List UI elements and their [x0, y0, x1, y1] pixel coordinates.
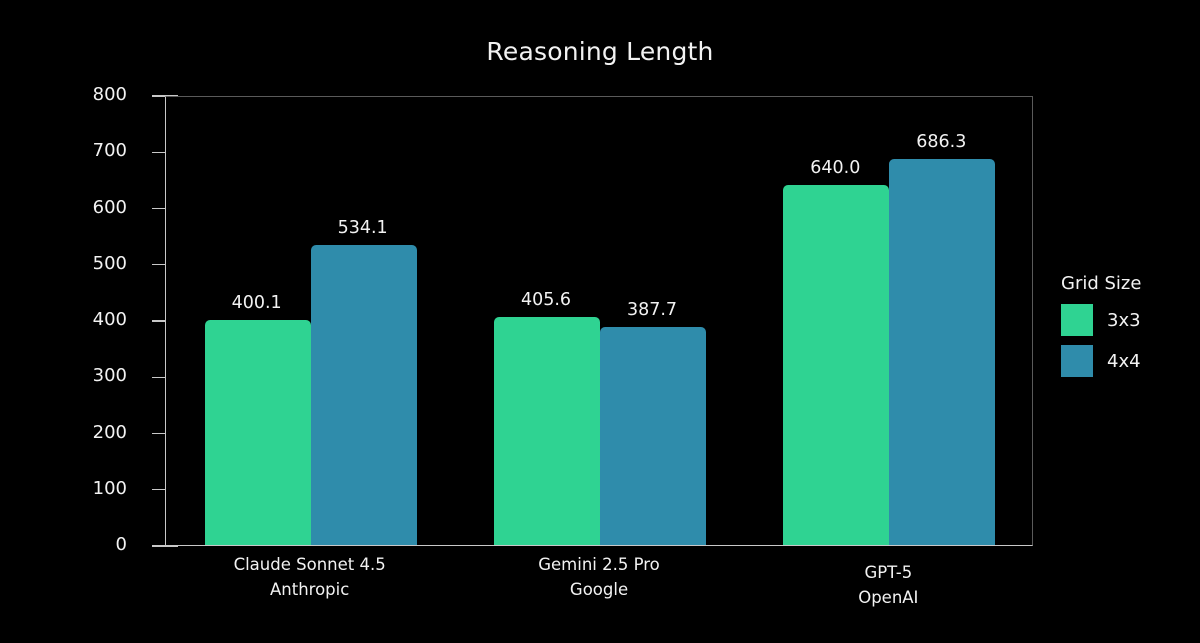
plot-area	[165, 96, 1033, 546]
bar[interactable]	[600, 326, 706, 545]
bar[interactable]	[783, 185, 890, 545]
legend: Grid Size 3x3 4x4	[1061, 273, 1191, 386]
y-tick-label: 700	[92, 140, 127, 162]
bar-value-label: 387.7	[626, 299, 678, 320]
y-tick-label: 100	[92, 477, 127, 499]
x-axis-provider-name: OpenAI	[858, 588, 919, 607]
legend-swatch-icon	[1061, 345, 1093, 377]
bar-value-label: 400.1	[231, 292, 282, 313]
bar-value-label: 534.1	[337, 217, 388, 238]
x-axis-group-label: Gemini 2.5 Pro Google	[429, 552, 769, 602]
legend-label: 3x3	[1107, 309, 1141, 331]
y-tick-label: 800	[92, 84, 127, 105]
bar[interactable]	[310, 244, 417, 545]
legend-label: 4x4	[1107, 350, 1141, 372]
x-axis-group-label: Claude Sonnet 4.5 Anthropic	[140, 552, 480, 602]
y-tick-label: 500	[92, 252, 127, 274]
bar-value-label: 405.6	[520, 289, 572, 310]
x-axis-model-name: Gemini 2.5 Pro	[538, 555, 660, 574]
legend-title: Grid Size	[1061, 273, 1142, 294]
x-axis-group-label: GPT-5 OpenAI	[718, 560, 1058, 610]
x-axis-provider-name: Anthropic	[269, 580, 350, 599]
bar[interactable]	[889, 158, 996, 545]
bar-value-label: 686.3	[916, 131, 967, 152]
x-axis-provider-name: Google	[569, 580, 629, 599]
legend-items: 3x3 4x4	[1061, 304, 1191, 377]
x-axis-model-name: Claude Sonnet 4.5	[233, 555, 386, 574]
chart-title: Reasoning Length	[486, 37, 714, 66]
y-tick-label: 300	[92, 365, 127, 387]
y-tick-label: 400	[92, 309, 127, 330]
y-tick-label: 200	[92, 421, 127, 443]
x-axis-model-name: GPT-5	[864, 563, 913, 582]
legend-item[interactable]: 4x4	[1061, 345, 1191, 377]
y-tick-label: 0	[115, 534, 127, 555]
bar-value-label: 640.0	[810, 158, 861, 178]
legend-item[interactable]: 3x3	[1061, 304, 1191, 336]
legend-swatch-icon	[1061, 304, 1093, 336]
y-tick-mark	[152, 545, 178, 547]
bar[interactable]	[494, 316, 600, 545]
bar[interactable]	[204, 319, 311, 545]
y-tick-label: 600	[92, 196, 127, 218]
